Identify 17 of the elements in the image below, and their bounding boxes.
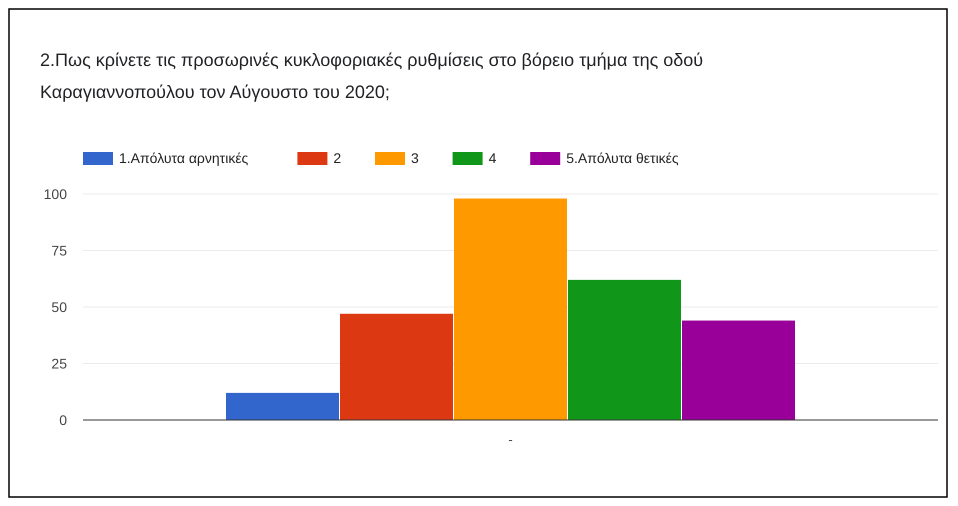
legend-label: 3 (411, 150, 419, 166)
bar (226, 392, 339, 420)
legend-label: 5.Απόλυτα θετικές (566, 150, 679, 166)
bar (682, 320, 795, 420)
y-tick-label: 50 (51, 298, 68, 315)
chart-title: 2.Πως κρίνετε τις προσωρινές κυκλοφοριακές ρυθμίσεις στο βόρειο τμήμα της οδού Καραγιαννοπούλου τον Αύγουστο του 2020; (40, 50, 704, 102)
bar (454, 198, 567, 420)
bar (340, 314, 453, 420)
y-tick-label: 75 (51, 242, 68, 258)
y-tick-label: 0 (59, 412, 68, 428)
y-tick-label: 100 (44, 186, 68, 202)
bar (568, 280, 681, 420)
legend-label: 4 (488, 150, 497, 166)
y-tick-label: 25 (51, 355, 68, 372)
legend-label: 1.Απόλυτα αρνητικές (119, 150, 249, 166)
legend-label: 2 (333, 150, 342, 166)
x-tick-label: - (508, 432, 513, 447)
